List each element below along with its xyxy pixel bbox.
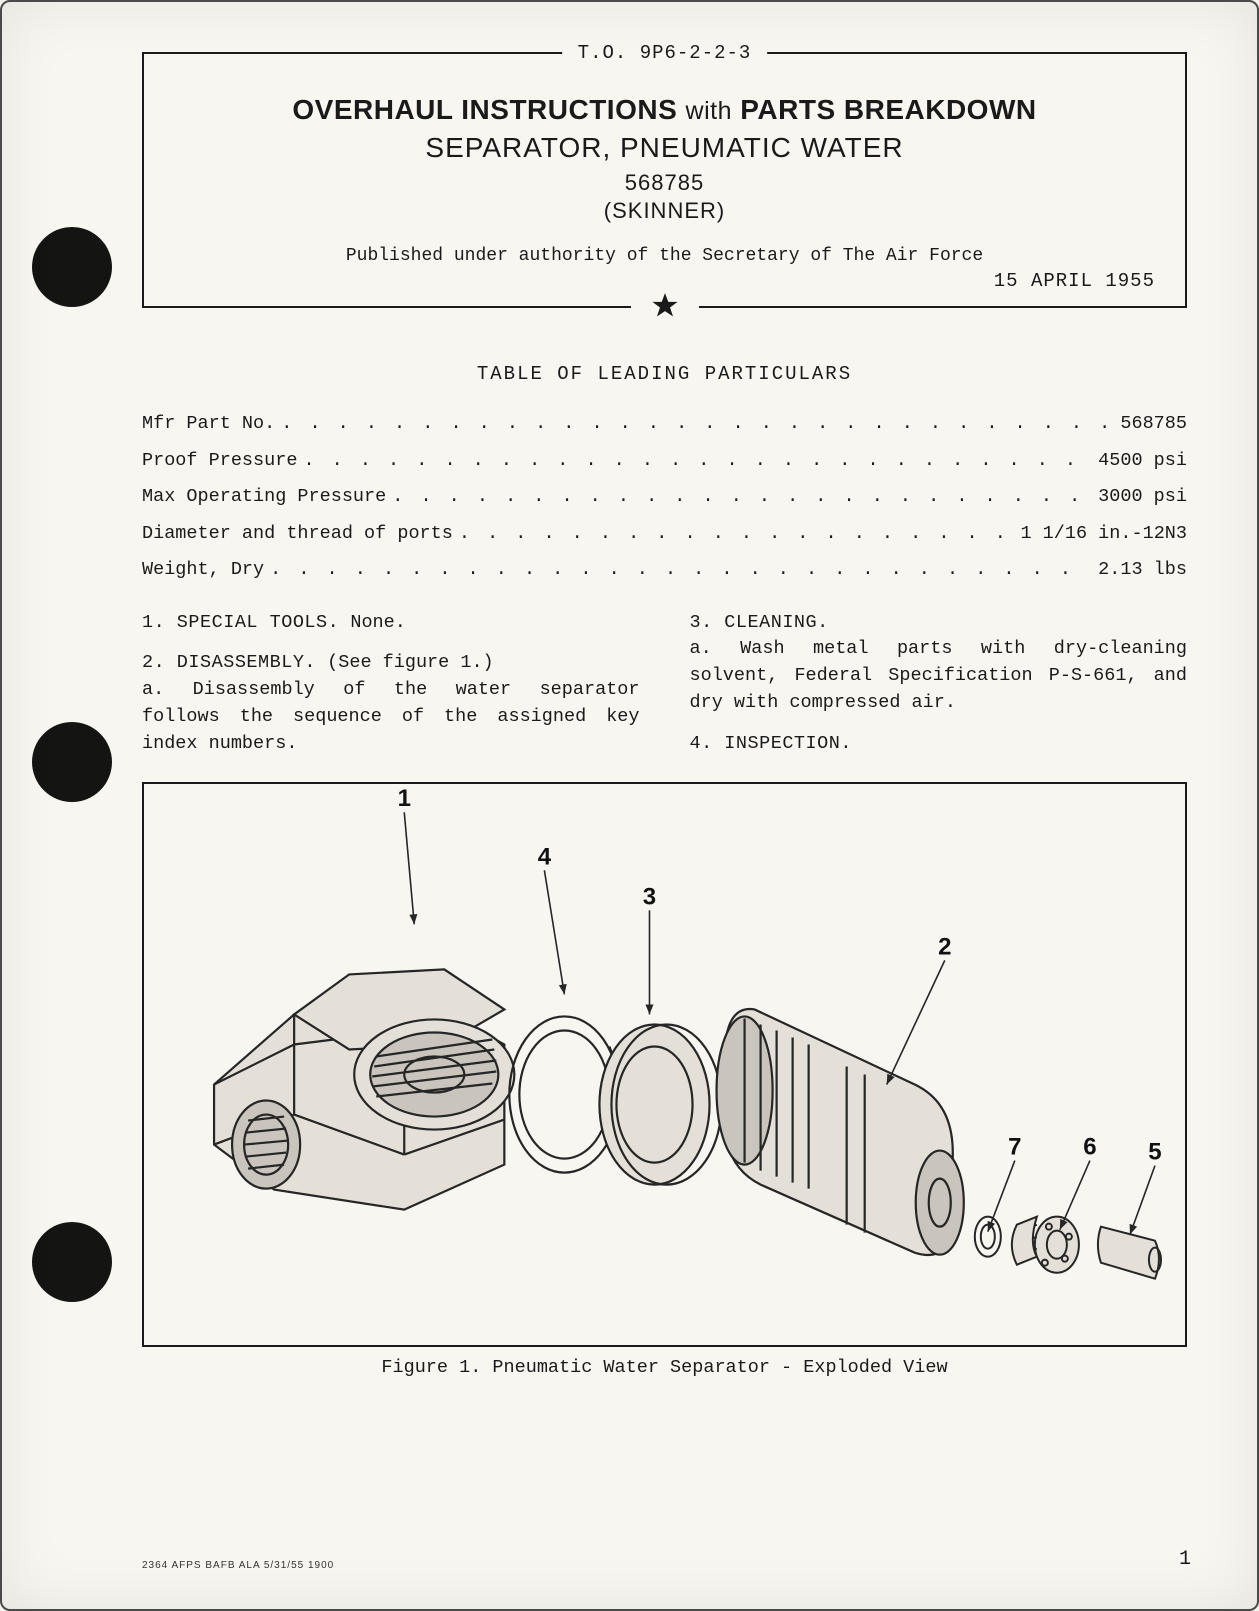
particular-label: Proof Pressure <box>142 452 303 471</box>
exploded-view-svg: 1 4 3 2 7 6 5 <box>144 784 1185 1345</box>
body-para: 4. INSPECTION. <box>690 731 1188 758</box>
page-content: T.O. 9P6-2-2-3 OVERHAUL INSTRUCTIONS wit… <box>132 52 1197 1569</box>
particular-value: 1 1/16 in.-12N3 <box>1014 525 1187 544</box>
particular-row: Max Operating Pressure . . . . . . . . .… <box>142 488 1187 507</box>
doc-title-line2: SEPARATOR, PNEUMATIC WATER <box>184 132 1145 164</box>
part-3-oring <box>599 1024 721 1184</box>
title-frame: T.O. 9P6-2-2-3 OVERHAUL INSTRUCTIONS wit… <box>142 52 1187 308</box>
sec-tail: (See figure 1.) <box>316 652 494 673</box>
particular-row: Diameter and thread of ports . . . . . .… <box>142 525 1187 544</box>
svg-text:3: 3 <box>643 883 656 910</box>
particular-label: Diameter and thread of ports <box>142 525 459 544</box>
scanned-page: T.O. 9P6-2-2-3 OVERHAUL INSTRUCTIONS wit… <box>0 0 1259 1611</box>
punch-hole-icon <box>32 722 112 802</box>
leader-dots: . . . . . . . . . . . . . . . . . . . . … <box>303 452 1092 471</box>
svg-text:5: 5 <box>1148 1138 1161 1165</box>
svg-text:4: 4 <box>538 843 552 870</box>
particulars-table: Mfr Part No. . . . . . . . . . . . . . .… <box>142 415 1187 580</box>
star-icon <box>631 292 699 320</box>
body-para: 1. SPECIAL TOOLS. None. <box>142 610 640 637</box>
leader-dots: . . . . . . . . . . . . . . . . . . . . … <box>459 525 1015 544</box>
part-1-body <box>214 969 514 1209</box>
particular-label: Mfr Part No. <box>142 415 281 434</box>
part-2-bowl <box>717 1009 964 1255</box>
sec-head: 1. SPECIAL TOOLS. <box>142 612 339 633</box>
particular-value: 4500 psi <box>1092 452 1187 471</box>
svg-text:6: 6 <box>1083 1133 1096 1160</box>
body-columns: 1. SPECIAL TOOLS. None. 2. DISASSEMBLY. … <box>142 610 1187 772</box>
body-col-left: 1. SPECIAL TOOLS. None. 2. DISASSEMBLY. … <box>142 610 640 772</box>
punch-hole-icon <box>32 1222 112 1302</box>
title-bold-a: OVERHAUL INSTRUCTIONS <box>292 94 677 125</box>
body-col-right: 3. CLEANING. a. Wash metal parts with dr… <box>690 610 1188 772</box>
svg-text:7: 7 <box>1008 1133 1021 1160</box>
part-6-fitting <box>1012 1216 1079 1272</box>
figure-1-box: 1 4 3 2 7 6 5 <box>142 782 1187 1347</box>
title-bold-b: PARTS BREAKDOWN <box>740 94 1036 125</box>
sec-sub: a. Wash metal parts with dry-cleaning so… <box>690 638 1188 713</box>
particular-row: Mfr Part No. . . . . . . . . . . . . . .… <box>142 415 1187 434</box>
particular-label: Weight, Dry <box>142 561 270 580</box>
body-para: 2. DISASSEMBLY. (See figure 1.) a. Disas… <box>142 650 640 757</box>
publication-date: 15 APRIL 1955 <box>994 270 1155 292</box>
manufacturer: (SKINNER) <box>184 198 1145 224</box>
sec-head: 2. DISASSEMBLY. <box>142 652 316 673</box>
to-number: T.O. 9P6-2-2-3 <box>562 42 768 64</box>
body-para: 3. CLEANING. a. Wash metal parts with dr… <box>690 610 1188 717</box>
part-number: 568785 <box>184 170 1145 196</box>
particular-label: Max Operating Pressure <box>142 488 392 507</box>
sec-head: 3. CLEANING. <box>690 612 829 633</box>
svg-text:2: 2 <box>938 933 951 960</box>
title-thin: with <box>686 97 732 125</box>
punch-hole-icon <box>32 227 112 307</box>
svg-text:1: 1 <box>398 785 411 812</box>
particular-value: 2.13 lbs <box>1092 561 1187 580</box>
sec-tail: None. <box>339 612 406 633</box>
particular-row: Proof Pressure . . . . . . . . . . . . .… <box>142 452 1187 471</box>
particular-value: 3000 psi <box>1092 488 1187 507</box>
particular-row: Weight, Dry . . . . . . . . . . . . . . … <box>142 561 1187 580</box>
leader-dots: . . . . . . . . . . . . . . . . . . . . … <box>281 415 1114 434</box>
section-title: TABLE OF LEADING PARTICULARS <box>132 363 1197 385</box>
authority-line: Published under authority of the Secreta… <box>184 246 1145 266</box>
figure-caption: Figure 1. Pneumatic Water Separator - Ex… <box>132 1357 1197 1378</box>
leader-dots: . . . . . . . . . . . . . . . . . . . . … <box>392 488 1092 507</box>
particular-value: 568785 <box>1114 415 1187 434</box>
page-number: 1 <box>1179 1548 1191 1571</box>
sec-head: 4. INSPECTION. <box>690 733 852 754</box>
sec-sub: a. Disassembly of the water separator fo… <box>142 679 640 754</box>
leader-dots: . . . . . . . . . . . . . . . . . . . . … <box>270 561 1092 580</box>
doc-title-line1: OVERHAUL INSTRUCTIONS with PARTS BREAKDO… <box>184 94 1145 126</box>
imprint-line: 2364 AFPS BAFB ALA 5/31/55 1900 <box>142 1560 334 1571</box>
